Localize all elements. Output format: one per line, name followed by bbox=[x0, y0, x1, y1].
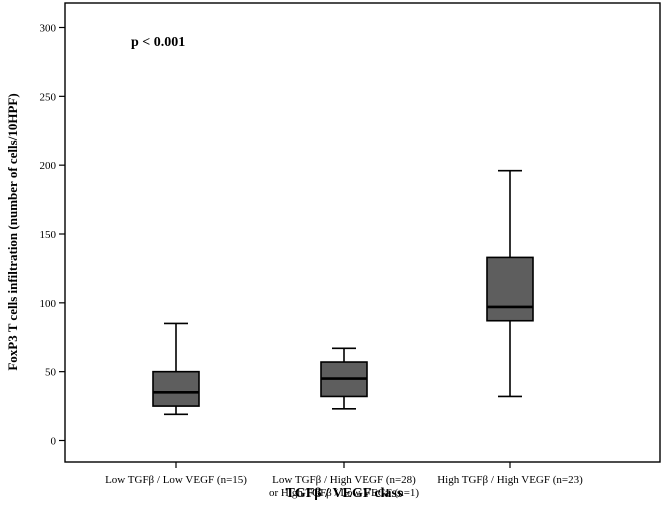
y-tick-label: 250 bbox=[40, 91, 57, 103]
y-tick-label: 100 bbox=[40, 298, 57, 310]
y-axis-title: FoxP3 T cells infiltration (number of ce… bbox=[5, 93, 20, 370]
y-tick-label: 300 bbox=[40, 23, 57, 35]
boxes bbox=[152, 169, 534, 416]
x-category-label: High TGFβ / High VEGF (n=23) bbox=[437, 474, 583, 486]
plot-frame bbox=[64, 2, 661, 463]
y-tick-label: 50 bbox=[45, 367, 57, 379]
iqr-box bbox=[486, 256, 534, 322]
y-tick-label: 0 bbox=[51, 436, 57, 448]
y-tick-label: 150 bbox=[40, 229, 57, 241]
x-category-label: Low TGFβ / Low VEGF (n=15) bbox=[105, 474, 247, 486]
box-group-3 bbox=[486, 169, 534, 398]
box-group-2 bbox=[320, 347, 368, 410]
y-tick-label: 200 bbox=[40, 160, 57, 172]
box-group-1 bbox=[152, 322, 200, 416]
y-axis: 0 50 100 150 200 250 300 bbox=[40, 23, 65, 448]
p-value-annotation: p < 0.001 bbox=[131, 35, 185, 50]
x-axis-title: TGFβ / VEGF class bbox=[286, 486, 403, 501]
iqr-box bbox=[152, 370, 200, 407]
x-axis: Low TGFβ / Low VEGF (n=15) Low TGFβ / Hig… bbox=[105, 462, 583, 499]
x-category-label: or High TGFβ / Low VEGF (n=1) bbox=[269, 487, 419, 499]
x-category-label: Low TGFβ / High VEGF (n=28) bbox=[272, 474, 416, 486]
